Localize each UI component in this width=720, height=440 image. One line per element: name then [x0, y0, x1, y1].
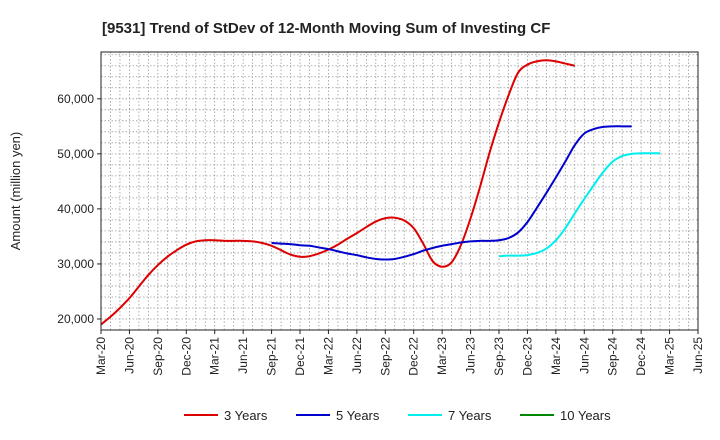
y-tick-label: 20,000: [57, 312, 94, 326]
x-tick-label: Sep-20: [151, 337, 165, 376]
legend-item-3-years: 3 Years: [184, 408, 268, 423]
x-tick-label: Jun-25: [691, 337, 705, 374]
y-axis-label: Amount (million yen): [8, 132, 23, 251]
x-tick-label: Jun-24: [577, 337, 591, 374]
legend-item-10-years: 10 Years: [520, 408, 611, 423]
y-axis-ticks: 20,000 30,000 40,000 50,000 60,000: [57, 92, 101, 326]
legend: 3 Years 5 Years 7 Years 10 Years: [184, 408, 611, 423]
x-tick-label: Mar-21: [208, 337, 222, 375]
x-tick-label: Jun-20: [122, 337, 136, 374]
x-tick-label: Mar-24: [549, 337, 563, 375]
x-tick-label: Mar-25: [663, 337, 677, 375]
series-line-5-years: [271, 125, 632, 261]
legend-item-7-years: 7 Years: [408, 408, 492, 423]
x-tick-label: Jun-21: [236, 337, 250, 374]
y-tick-label: 50,000: [57, 147, 94, 161]
x-tick-label: Jun-22: [350, 337, 364, 374]
x-tick-label: Sep-22: [378, 337, 392, 376]
x-axis-ticks: Mar-20 Jun-20 Sep-20 Dec-20 Mar-21 Jun-21 Sep-…: [94, 330, 705, 376]
x-tick-label: Sep-23: [492, 337, 506, 376]
legend-item-5-years: 5 Years: [296, 408, 380, 423]
x-tick-label: Mar-23: [435, 337, 449, 375]
legend-label: 3 Years: [224, 408, 268, 423]
legend-label: 5 Years: [336, 408, 380, 423]
y-tick-label: 40,000: [57, 202, 94, 216]
x-tick-label: Jun-23: [464, 337, 478, 374]
legend-label: 10 Years: [560, 408, 611, 423]
x-tick-label: Dec-21: [293, 337, 307, 376]
legend-label: 7 Years: [448, 408, 492, 423]
series-lines: [100, 59, 661, 326]
x-tick-label: Sep-24: [606, 337, 620, 376]
series-line-3-years: [100, 59, 576, 326]
grid: [100, 52, 699, 330]
series-line-7-years: [498, 152, 661, 258]
x-tick-label: Dec-20: [179, 337, 193, 376]
x-tick-label: Dec-24: [634, 337, 648, 376]
x-tick-label: Mar-22: [321, 337, 335, 375]
x-tick-label: Mar-20: [94, 337, 108, 375]
x-tick-label: Dec-22: [407, 337, 421, 376]
y-tick-label: 60,000: [57, 92, 94, 106]
y-tick-label: 30,000: [57, 257, 94, 271]
chart-title: [9531] Trend of StDev of 12-Month Moving…: [102, 20, 550, 37]
x-tick-label: Dec-23: [520, 337, 534, 376]
x-tick-label: Sep-21: [265, 337, 279, 376]
plot-border: [100, 51, 699, 331]
plot-area: [101, 52, 698, 330]
